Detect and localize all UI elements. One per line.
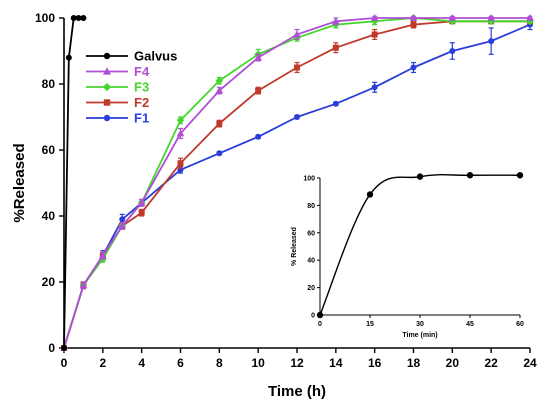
data-point-f4 [526,14,534,21]
legend-label-galvus: Galvus [134,49,177,64]
data-point-f1 [332,100,339,107]
data-point-f4 [215,86,224,94]
y-tick-label: 40 [42,209,56,223]
data-point-f1 [449,48,456,55]
data-point-f4 [487,14,495,21]
data-point-f2 [216,120,223,127]
inset-x-tick-label: 30 [416,321,424,328]
x-tick-label: 22 [484,356,498,370]
data-point-f4 [448,14,457,21]
inset-y-tick-label: 40 [307,258,315,265]
data-point-f2 [177,160,184,167]
y-tick-label: 100 [35,11,55,25]
inset-series-line [319,174,521,316]
x-tick-label: 18 [407,356,421,370]
inset-y-tick-label: 0 [311,313,315,320]
y-tick-label: 60 [42,143,56,157]
x-axis-title: Time (h) [268,383,326,400]
data-point-f4 [254,53,262,61]
inset-data-point [466,172,474,179]
inset-x-axis-title: Time (min) [402,332,437,339]
inset-y-tick-label: 80 [307,203,315,210]
x-tick-label: 8 [216,356,223,370]
data-point-f4 [99,251,107,259]
inset-data-point [416,173,424,180]
inset-y-tick-label: 20 [307,285,315,292]
data-point-f4 [409,14,418,21]
y-tick-label: 80 [42,77,56,91]
data-point-galvus [65,54,72,61]
data-point-f2 [293,64,300,71]
data-point-f1 [488,38,495,45]
data-point-f1 [119,216,126,223]
data-point-f4 [176,129,185,137]
data-point-f1 [255,133,262,140]
x-tick-label: 10 [251,356,265,370]
inset-data-point [366,191,374,198]
data-point-f1 [410,64,417,71]
series-line-galvus [63,17,84,349]
inset-chart: 0 15 30 45 60 0 20 40 60 80 100 Time (min) % Release… [291,172,524,339]
inset-y-tick-label: 100 [303,176,315,183]
x-tick-label: 16 [368,356,382,370]
inset-x-tick-label: 15 [366,321,374,328]
data-point-f1 [371,84,378,91]
data-point-f2 [371,31,378,38]
legend-swatch-marker [102,82,112,92]
x-tick-label: 0 [61,356,68,370]
data-point-f4 [137,198,146,206]
legend-swatch-marker [103,114,111,122]
data-point-f3 [215,76,224,85]
inset-x-tick-label: 45 [466,321,474,328]
data-point-f2 [332,44,339,51]
legend-swatch-marker [102,67,112,75]
data-point-f4 [370,14,379,21]
inset-y-axis-title: % Released [291,227,298,266]
data-point-f1 [216,150,223,157]
data-point-f4 [293,30,301,38]
data-point-galvus [61,344,68,351]
data-point-f4 [332,17,340,25]
legend-label-f1: F1 [134,111,149,126]
x-tick-label: 20 [446,356,460,370]
inset-data-point [516,172,524,179]
data-point-f2 [255,87,262,94]
data-point-galvus [80,14,87,21]
data-point-f1 [293,114,300,121]
y-tick-label: 20 [42,275,56,289]
x-tick-label: 2 [99,356,106,370]
y-axis-title: %Released [11,143,28,222]
data-point-galvus [70,14,77,21]
legend-label-f2: F2 [134,95,149,110]
data-point-f2 [138,209,145,216]
legend-label-f4: F4 [134,64,150,79]
data-point-galvus [75,14,82,21]
inset-x-tick-label: 60 [516,321,524,328]
x-tick-label: 4 [138,356,145,370]
series-galvus [61,14,87,351]
series-f2 [61,18,534,351]
data-point-f2 [410,21,417,28]
x-tick-label: 14 [329,356,343,370]
data-point-f4 [118,221,127,229]
data-point-f4 [79,281,88,289]
y-tick-label: 0 [48,341,55,355]
data-point-f3 [176,116,185,125]
inset-data-point [316,311,324,319]
legend-swatch-marker [103,99,111,106]
x-tick-label: 6 [177,356,184,370]
x-tick-label: 24 [523,356,537,370]
inset-y-tick-label: 60 [307,230,315,237]
legend-label-f3: F3 [134,80,149,95]
legend-swatch-marker [103,52,111,60]
x-tick-label: 12 [290,356,304,370]
inset-x-tick-label: 0 [318,321,322,328]
